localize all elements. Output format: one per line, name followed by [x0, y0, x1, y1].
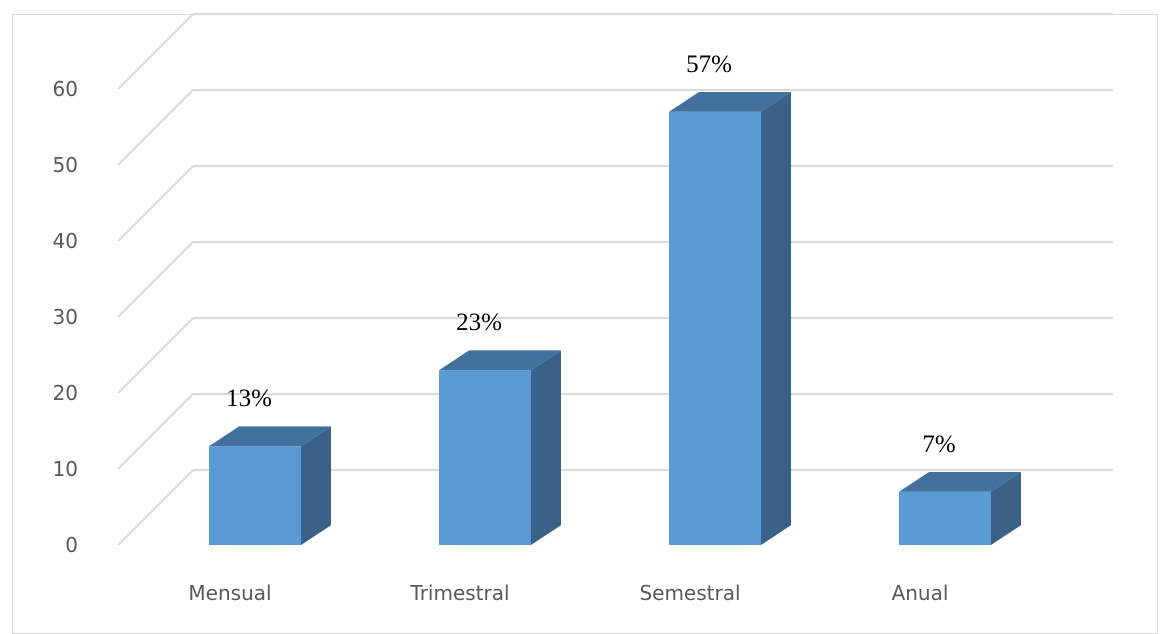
- bar: [209, 446, 301, 545]
- x-tick-label: Semestral: [639, 581, 740, 605]
- bar-side: [991, 472, 1021, 545]
- bar-top: [439, 350, 561, 371]
- gridline-diagonal: [117, 89, 194, 166]
- x-tick-label: Trimestral: [409, 581, 509, 605]
- bar-side: [301, 426, 331, 545]
- gridline-diagonal: [117, 13, 194, 90]
- gridline-diagonal: [117, 241, 194, 318]
- y-tick-label: 50: [53, 153, 78, 177]
- gridline-diagonal: [117, 317, 194, 394]
- bar: [899, 491, 991, 545]
- bar-top: [899, 472, 1021, 492]
- bar: [439, 370, 531, 545]
- data-label: 13%: [226, 385, 272, 412]
- x-tick-label: Anual: [892, 581, 949, 605]
- y-tick-label: 60: [53, 77, 78, 101]
- bar: [669, 111, 761, 546]
- gridline-diagonal: [117, 165, 194, 242]
- bar-side: [761, 92, 791, 545]
- y-tick-label: 30: [53, 305, 78, 329]
- data-label: 23%: [456, 309, 502, 336]
- y-tick-label: 10: [53, 457, 78, 481]
- gridline-diagonal: [117, 393, 194, 470]
- y-tick-label: 0: [65, 533, 78, 557]
- y-tick-label: 40: [53, 229, 78, 253]
- bar-top: [669, 92, 791, 112]
- bar-side: [531, 350, 561, 545]
- bar-top: [209, 426, 331, 447]
- data-label: 57%: [686, 51, 732, 78]
- gridline-diagonal: [117, 469, 194, 546]
- x-tick-label: Mensual: [188, 581, 271, 605]
- y-tick-label: 20: [53, 381, 78, 405]
- data-label: 7%: [922, 431, 955, 458]
